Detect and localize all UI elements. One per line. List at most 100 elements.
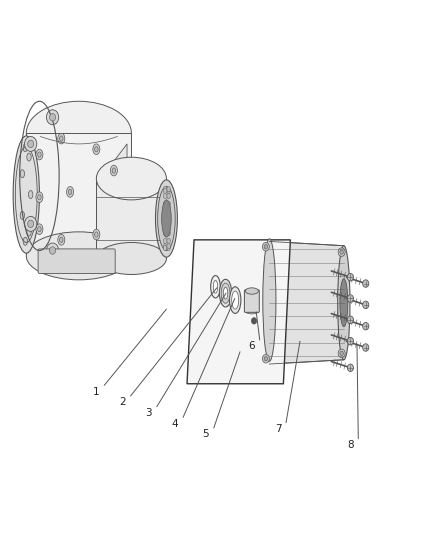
Ellipse shape (347, 364, 353, 372)
Ellipse shape (27, 153, 31, 161)
Ellipse shape (158, 187, 175, 251)
Ellipse shape (163, 238, 167, 244)
Ellipse shape (58, 235, 65, 245)
Ellipse shape (27, 228, 31, 236)
Ellipse shape (167, 221, 170, 227)
Ellipse shape (223, 287, 228, 299)
Ellipse shape (38, 195, 41, 200)
Ellipse shape (163, 201, 167, 207)
Ellipse shape (163, 193, 167, 199)
Ellipse shape (163, 221, 167, 227)
Ellipse shape (26, 232, 131, 280)
Ellipse shape (347, 316, 353, 324)
Ellipse shape (338, 349, 345, 358)
Ellipse shape (251, 318, 257, 324)
Text: 6: 6 (248, 342, 255, 351)
Ellipse shape (363, 344, 369, 351)
Ellipse shape (221, 283, 230, 303)
Ellipse shape (167, 187, 170, 192)
Ellipse shape (167, 230, 170, 236)
Ellipse shape (167, 188, 170, 193)
Ellipse shape (163, 230, 167, 236)
Ellipse shape (340, 279, 348, 327)
Ellipse shape (23, 144, 28, 152)
Ellipse shape (167, 244, 170, 249)
Ellipse shape (163, 244, 167, 249)
Ellipse shape (363, 301, 369, 309)
Ellipse shape (163, 245, 167, 251)
Ellipse shape (96, 157, 166, 200)
Text: 8: 8 (347, 440, 354, 450)
Ellipse shape (38, 152, 41, 157)
Ellipse shape (96, 243, 166, 274)
Ellipse shape (46, 110, 59, 125)
Ellipse shape (340, 250, 343, 254)
Ellipse shape (28, 191, 33, 199)
Ellipse shape (167, 201, 170, 207)
Ellipse shape (264, 245, 268, 249)
Text: 3: 3 (145, 408, 152, 418)
Text: 2: 2 (119, 398, 126, 407)
Ellipse shape (163, 211, 167, 216)
Ellipse shape (230, 287, 241, 313)
Ellipse shape (262, 354, 269, 363)
Text: 1: 1 (93, 387, 100, 397)
Ellipse shape (68, 189, 72, 195)
Ellipse shape (264, 357, 268, 361)
Ellipse shape (36, 149, 43, 160)
Ellipse shape (25, 216, 37, 231)
Ellipse shape (36, 224, 43, 235)
Ellipse shape (347, 295, 353, 302)
Ellipse shape (95, 232, 98, 237)
Ellipse shape (162, 200, 171, 237)
Ellipse shape (13, 136, 39, 253)
Ellipse shape (338, 246, 350, 360)
Ellipse shape (20, 212, 25, 220)
Ellipse shape (167, 238, 170, 244)
Ellipse shape (340, 351, 343, 356)
Ellipse shape (60, 136, 63, 141)
Polygon shape (26, 133, 131, 256)
Text: 7: 7 (275, 424, 282, 434)
Ellipse shape (167, 211, 170, 216)
FancyBboxPatch shape (38, 249, 115, 273)
Ellipse shape (60, 237, 63, 243)
Ellipse shape (338, 248, 345, 256)
Polygon shape (101, 144, 127, 259)
Ellipse shape (49, 247, 56, 254)
Ellipse shape (245, 309, 258, 314)
Ellipse shape (26, 101, 131, 165)
Polygon shape (269, 241, 344, 364)
Ellipse shape (347, 337, 353, 345)
Ellipse shape (232, 291, 239, 309)
Ellipse shape (28, 140, 34, 148)
Ellipse shape (93, 144, 100, 155)
Ellipse shape (219, 279, 232, 307)
Ellipse shape (36, 192, 43, 203)
Text: 5: 5 (202, 430, 209, 439)
Ellipse shape (112, 168, 116, 173)
Ellipse shape (347, 273, 353, 281)
Ellipse shape (46, 243, 59, 258)
Ellipse shape (363, 322, 369, 330)
Ellipse shape (263, 239, 276, 361)
Polygon shape (187, 240, 290, 384)
Ellipse shape (167, 245, 170, 251)
Ellipse shape (25, 136, 37, 151)
Ellipse shape (58, 133, 65, 144)
Polygon shape (96, 179, 166, 259)
Ellipse shape (49, 114, 56, 121)
Ellipse shape (163, 188, 167, 193)
Ellipse shape (167, 193, 170, 199)
Ellipse shape (163, 187, 167, 192)
FancyBboxPatch shape (244, 290, 259, 312)
Ellipse shape (110, 165, 117, 176)
Text: 4: 4 (172, 419, 179, 429)
Ellipse shape (67, 187, 74, 197)
Ellipse shape (363, 280, 369, 287)
Ellipse shape (28, 220, 34, 228)
Ellipse shape (95, 147, 98, 152)
Ellipse shape (245, 288, 258, 294)
Ellipse shape (23, 237, 28, 245)
Ellipse shape (155, 180, 177, 257)
